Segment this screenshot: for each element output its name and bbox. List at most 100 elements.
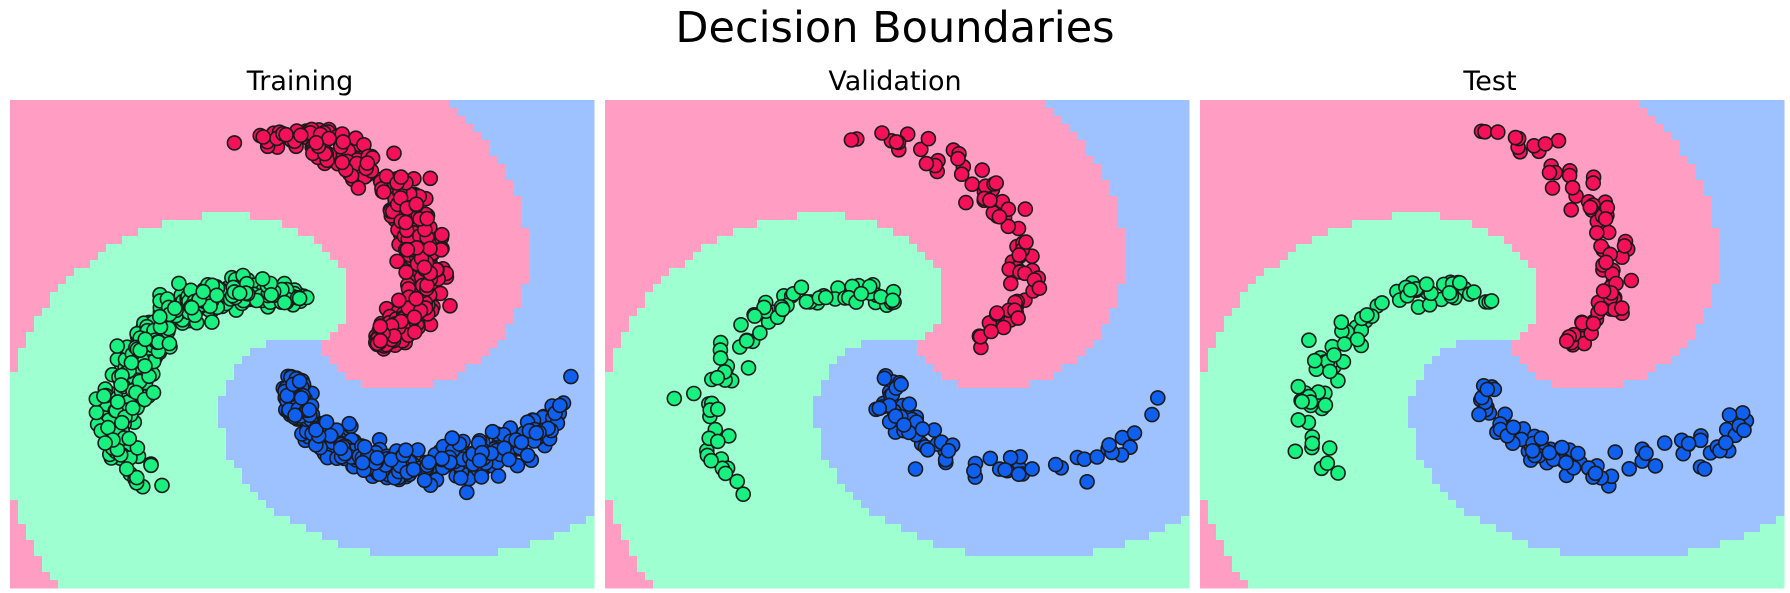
point-red xyxy=(442,297,458,314)
point-green xyxy=(118,461,135,477)
point-blue xyxy=(1638,445,1654,462)
point-blue xyxy=(1734,405,1751,421)
point-blue xyxy=(1144,406,1160,423)
point-blue xyxy=(332,440,349,457)
point-blue xyxy=(914,421,931,437)
point-red xyxy=(988,175,1005,191)
point-blue xyxy=(1718,434,1734,451)
panel-title-validation: Validation xyxy=(828,66,961,97)
point-red xyxy=(974,162,991,178)
point-blue xyxy=(1647,458,1664,474)
point-red xyxy=(406,309,423,326)
point-red xyxy=(1537,136,1554,152)
point-green xyxy=(735,486,752,503)
point-green xyxy=(145,384,162,401)
point-red xyxy=(874,125,890,141)
point-blue xyxy=(552,397,568,414)
point-blue xyxy=(1554,439,1570,456)
point-green xyxy=(1402,282,1419,298)
point-red xyxy=(888,134,905,150)
point-green xyxy=(154,477,170,494)
point-green xyxy=(752,325,768,341)
point-blue xyxy=(434,450,450,467)
point-red xyxy=(422,170,439,187)
point-blue xyxy=(293,390,310,406)
point-red xyxy=(372,318,389,335)
point-green xyxy=(1349,331,1366,348)
point-blue xyxy=(501,451,517,468)
point-green xyxy=(774,301,791,318)
point-green xyxy=(113,377,129,393)
point-blue xyxy=(490,468,507,484)
point-red xyxy=(292,127,309,144)
figure-title: Decision Boundaries xyxy=(675,3,1114,53)
point-red xyxy=(983,323,999,340)
point-red xyxy=(1550,132,1567,149)
point-red xyxy=(843,132,860,148)
point-green xyxy=(712,350,729,366)
point-green xyxy=(884,292,901,309)
point-green xyxy=(1452,274,1468,291)
panel-title-test: Test xyxy=(1462,66,1516,97)
point-green xyxy=(96,388,112,404)
point-red xyxy=(1541,164,1558,181)
point-blue xyxy=(893,376,909,393)
point-green xyxy=(1319,455,1336,472)
point-blue xyxy=(444,430,461,446)
point-red xyxy=(1031,280,1048,297)
point-red xyxy=(389,253,405,270)
point-blue xyxy=(471,452,488,469)
point-red xyxy=(1558,333,1575,349)
point-green xyxy=(152,308,168,325)
point-blue xyxy=(1479,381,1496,398)
point-blue xyxy=(896,417,912,433)
point-red xyxy=(1002,275,1019,292)
point-green xyxy=(129,469,145,486)
point-green xyxy=(167,300,183,317)
point-blue xyxy=(563,368,579,385)
point-red xyxy=(321,130,337,147)
point-red xyxy=(1623,272,1640,289)
point-blue xyxy=(1024,461,1040,477)
decision-region xyxy=(605,100,1190,589)
panel-validation: Validation xyxy=(605,66,1190,589)
point-blue xyxy=(452,470,469,486)
point-red xyxy=(1011,247,1028,263)
decision-region xyxy=(10,100,595,589)
point-green xyxy=(703,452,719,469)
point-blue xyxy=(907,461,924,477)
point-red xyxy=(416,259,433,276)
point-blue xyxy=(1471,406,1487,423)
point-blue xyxy=(1607,444,1623,460)
point-red xyxy=(334,154,351,171)
point-red xyxy=(1563,202,1579,218)
point-red xyxy=(991,208,1008,225)
point-green xyxy=(114,414,130,431)
point-red xyxy=(982,192,998,209)
point-green xyxy=(1333,314,1350,331)
point-green xyxy=(1304,435,1321,452)
point-green xyxy=(740,360,757,376)
point-red xyxy=(434,226,450,243)
point-green xyxy=(1374,295,1390,311)
point-blue xyxy=(1533,430,1550,447)
point-blue xyxy=(997,462,1013,478)
point-red xyxy=(398,264,414,281)
point-red xyxy=(408,196,425,212)
point-red xyxy=(1585,315,1602,332)
point-green xyxy=(1317,397,1334,413)
point-blue xyxy=(940,442,957,459)
axes-training xyxy=(10,100,595,589)
point-blue xyxy=(1656,435,1673,451)
point-green xyxy=(123,354,140,371)
point-green xyxy=(109,338,125,354)
series-green xyxy=(88,267,315,495)
point-red xyxy=(1507,129,1524,146)
point-blue xyxy=(287,407,303,424)
point-green xyxy=(124,400,141,416)
point-blue xyxy=(1570,445,1586,462)
point-blue xyxy=(966,463,982,479)
point-green xyxy=(1359,307,1375,323)
point-green xyxy=(276,294,293,311)
point-green xyxy=(793,279,810,296)
